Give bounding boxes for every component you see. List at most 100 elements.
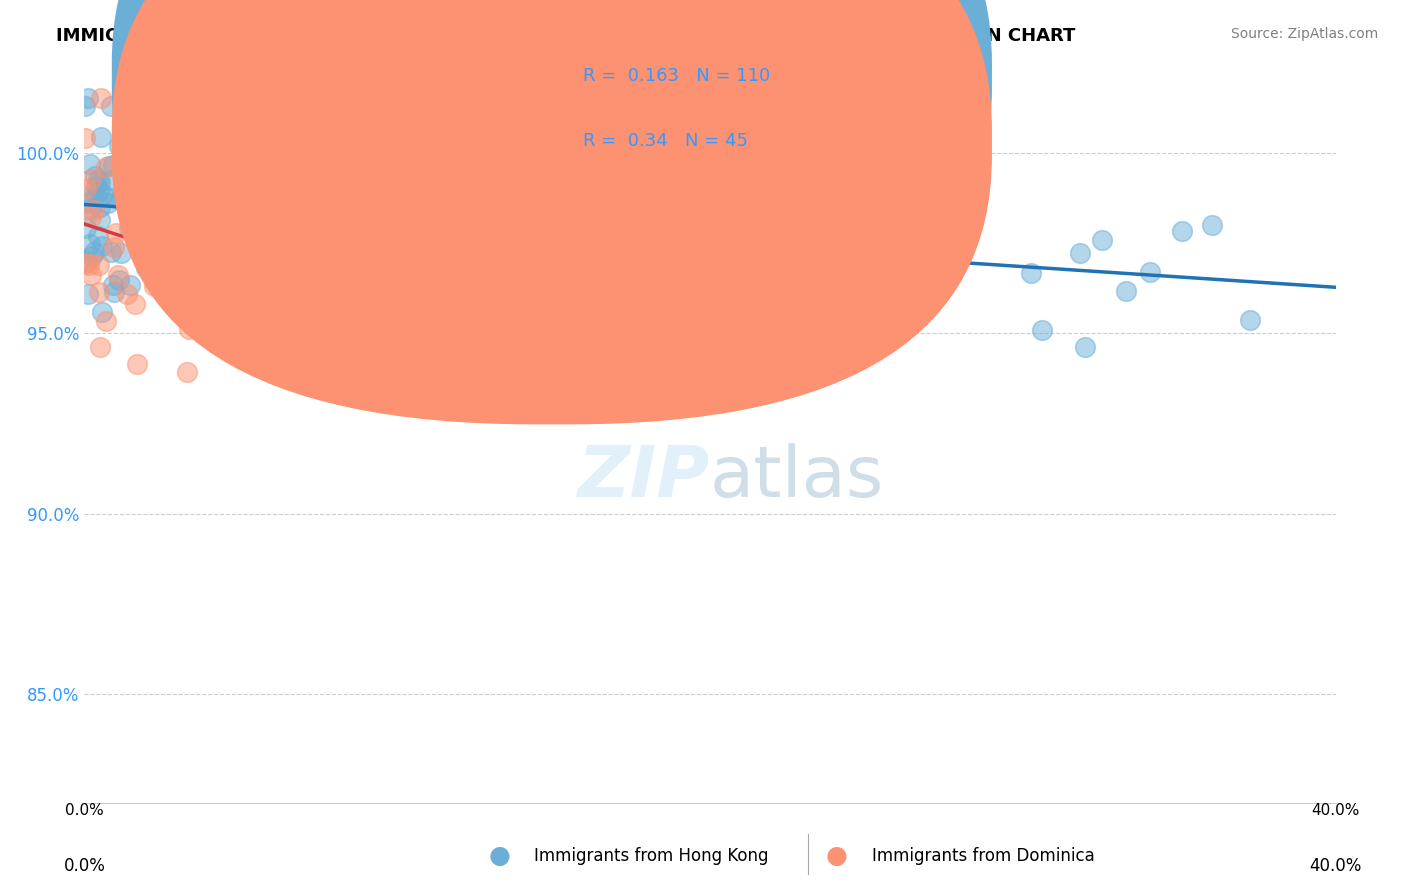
Point: [135, 260, 157, 275]
Point: [1201, 219, 1223, 233]
Point: [77, 194, 100, 209]
Point: [281, 196, 304, 211]
Point: [91, 186, 114, 201]
Y-axis label: 3rd Grade: 3rd Grade: [0, 400, 6, 483]
Text: ●: ●: [825, 845, 848, 868]
Point: [326, 227, 349, 242]
Point: [405, 140, 427, 154]
Point: [148, 212, 170, 227]
Point: [145, 242, 167, 256]
Point: [90, 129, 112, 144]
Point: [118, 278, 141, 293]
Point: [79, 258, 101, 272]
Point: [79, 236, 101, 251]
Point: [127, 91, 149, 105]
Point: [76, 255, 98, 269]
Point: [176, 228, 198, 243]
Point: [200, 188, 222, 202]
Point: [77, 91, 100, 105]
Point: [169, 269, 191, 284]
Point: [115, 183, 138, 197]
Point: [1074, 340, 1097, 354]
Point: [458, 270, 481, 285]
Point: [143, 278, 166, 293]
Text: 40.0%: 40.0%: [1312, 803, 1360, 818]
Point: [190, 122, 212, 136]
Point: [89, 259, 111, 273]
Text: 0.0%: 0.0%: [65, 803, 104, 818]
Point: [429, 264, 451, 278]
Point: [1019, 267, 1042, 281]
Point: [124, 297, 146, 311]
Point: [79, 211, 101, 225]
Point: [110, 245, 132, 260]
Point: [176, 169, 198, 184]
Point: [101, 278, 124, 293]
Point: [114, 183, 136, 197]
Text: IMMIGRANTS FROM HONG KONG VS IMMIGRANTS FROM DOMINICA 3RD GRADE CORRELATION CHAR: IMMIGRANTS FROM HONG KONG VS IMMIGRANTS …: [56, 27, 1076, 45]
Point: [77, 287, 100, 301]
Point: [108, 139, 131, 153]
Point: [143, 201, 166, 215]
Point: [80, 187, 103, 202]
Point: [238, 267, 260, 281]
Point: [1115, 284, 1137, 298]
Point: [471, 237, 494, 252]
Point: [394, 184, 416, 198]
Point: [231, 156, 253, 170]
Point: [267, 195, 290, 210]
Point: [89, 213, 111, 227]
Point: [333, 170, 356, 185]
Point: [1090, 233, 1112, 247]
Point: [98, 173, 121, 187]
Point: [73, 131, 96, 145]
Point: [165, 195, 187, 210]
Point: [145, 186, 167, 200]
Point: [146, 214, 169, 228]
Point: [87, 184, 110, 198]
Point: [101, 159, 124, 173]
Point: [211, 275, 233, 289]
Point: [308, 240, 330, 254]
Point: [138, 110, 160, 124]
Point: [301, 229, 323, 244]
Point: [183, 258, 205, 272]
Point: [80, 172, 103, 186]
Text: R =  0.34   N = 45: R = 0.34 N = 45: [583, 132, 748, 150]
Point: [288, 312, 311, 326]
Point: [86, 172, 108, 186]
Point: [347, 294, 370, 309]
Point: [285, 273, 308, 287]
Point: [103, 240, 125, 254]
Point: [425, 197, 447, 211]
Point: [176, 156, 198, 170]
Point: [75, 182, 97, 196]
Point: [115, 287, 138, 301]
Text: ●: ●: [488, 845, 510, 868]
Point: [89, 285, 111, 299]
Point: [364, 374, 387, 388]
Point: [239, 264, 262, 278]
Point: [73, 98, 96, 112]
Point: [84, 186, 107, 201]
Point: [194, 211, 217, 225]
Point: [104, 192, 127, 206]
Point: [249, 107, 271, 121]
Text: 40.0%: 40.0%: [1309, 857, 1362, 875]
Point: [83, 244, 105, 259]
Point: [79, 202, 101, 216]
Point: [346, 265, 368, 279]
Point: [384, 91, 406, 105]
Point: [145, 160, 167, 174]
Point: [79, 268, 101, 282]
Point: [83, 169, 105, 183]
Point: [76, 253, 98, 268]
Point: [305, 277, 328, 291]
Point: [125, 357, 148, 371]
Point: [100, 244, 122, 259]
Point: [183, 91, 205, 105]
Point: [89, 200, 111, 214]
Point: [89, 340, 111, 354]
Point: [377, 199, 399, 213]
Text: Source: ZipAtlas.com: Source: ZipAtlas.com: [1230, 27, 1378, 41]
